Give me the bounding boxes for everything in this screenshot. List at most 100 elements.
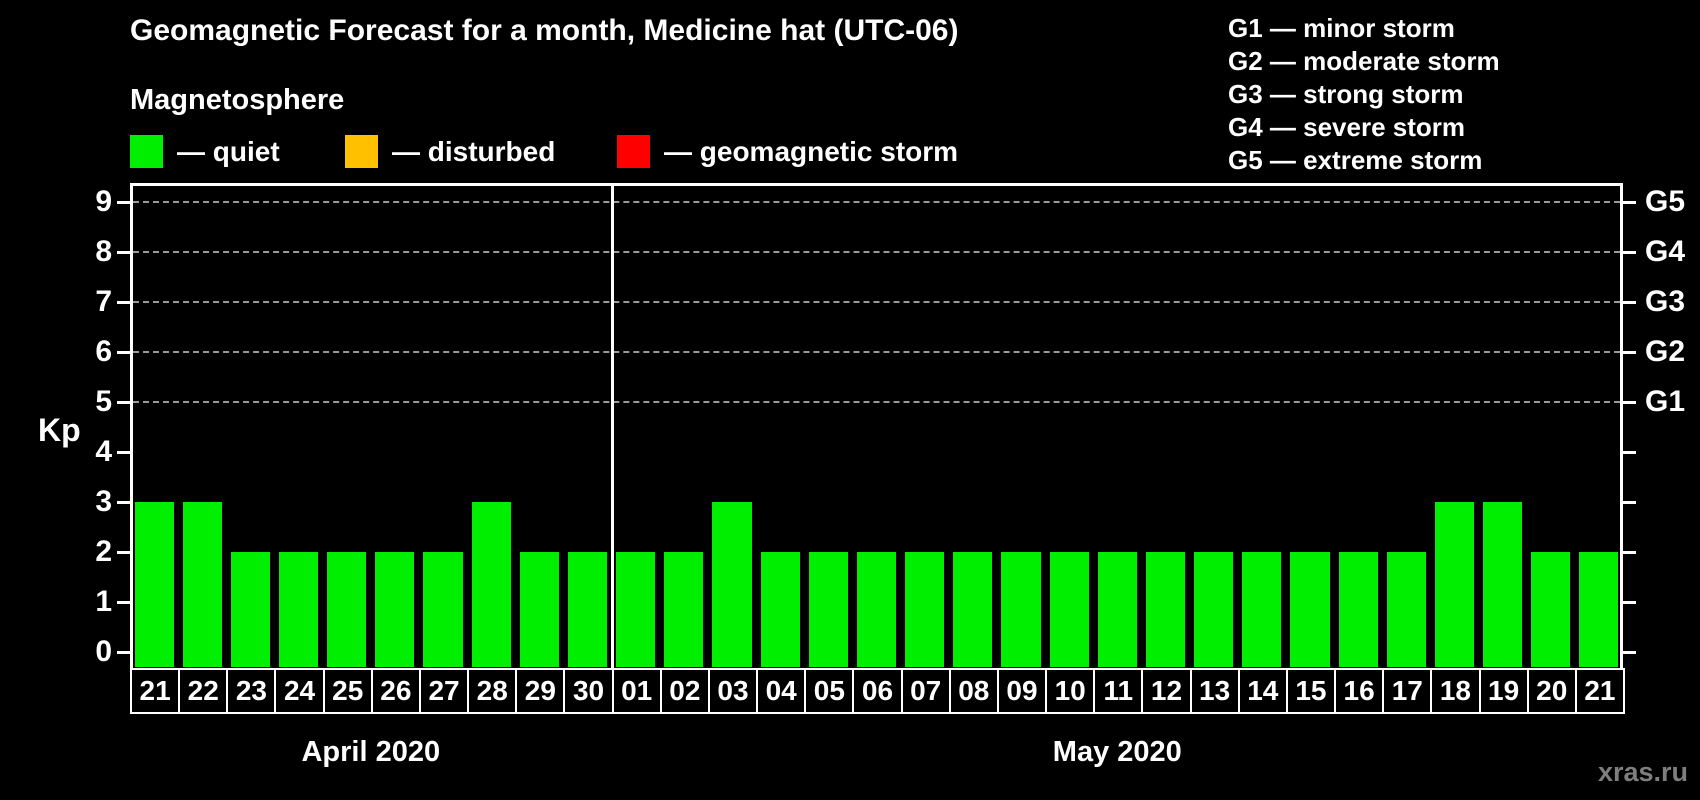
kp-bar [1483, 502, 1523, 667]
g-scale-legend-line: G5 — extreme storm [1228, 145, 1483, 175]
kp-bar [423, 552, 463, 667]
day-label-cell: 24 [274, 668, 323, 714]
y-tick-label: 4 [95, 435, 112, 468]
legend-label-disturbed: — disturbed [392, 136, 556, 167]
kp-bar [519, 552, 559, 667]
y-axis-tick [117, 350, 130, 354]
day-label-cell: 26 [370, 668, 419, 714]
y-tick-label: 1 [95, 585, 112, 618]
quiet-color-swatch [130, 135, 163, 168]
y-axis-tick [117, 600, 130, 604]
kp-bar [760, 552, 800, 667]
y-tick-label: 2 [95, 535, 112, 568]
g-tick-label: G5 [1645, 185, 1686, 218]
g-scale-legend-line: G1 — minor storm [1228, 13, 1455, 43]
y-axis-tick [117, 450, 130, 454]
day-label-cell: 22 [178, 668, 227, 714]
gridline [133, 201, 1620, 203]
plot-frame [130, 183, 1623, 668]
y-axis-tick [117, 400, 130, 404]
day-label-cell: 10 [1045, 668, 1094, 714]
day-label-cell: 21 [130, 668, 179, 714]
day-label-cell: 01 [611, 668, 660, 714]
right-axis-tick [1623, 500, 1636, 504]
right-axis-tick [1623, 200, 1636, 204]
kp-bar [1194, 552, 1234, 667]
kp-bar [616, 552, 656, 667]
g-tick-label: G2 [1645, 335, 1686, 368]
kp-bar [567, 552, 608, 667]
kp-bar [1097, 552, 1137, 667]
day-label-cell: 29 [515, 668, 564, 714]
y-axis-tick [117, 650, 130, 654]
month-separator-line [610, 183, 614, 668]
y-tick-label: 8 [95, 235, 112, 268]
day-label-cell: 25 [322, 668, 371, 714]
legend-item-disturbed: — disturbed [345, 135, 555, 168]
month-label: April 2020 [301, 736, 441, 768]
kp-bar [712, 502, 752, 667]
day-label-cell: 27 [418, 668, 468, 714]
kp-bar [1049, 552, 1089, 667]
gridline [133, 351, 1620, 353]
kp-bar [1242, 552, 1282, 667]
day-label-cell: 03 [707, 668, 757, 714]
y-axis-tick [117, 500, 130, 504]
kp-bar [375, 552, 415, 667]
y-axis-tick [117, 300, 130, 304]
day-label-cell: 23 [226, 668, 275, 714]
y-tick-label: 0 [95, 635, 112, 668]
day-label-cell: 17 [1382, 668, 1431, 714]
kp-bar [1531, 552, 1571, 667]
g-tick-label: G3 [1645, 285, 1686, 318]
kp-bar [471, 502, 511, 667]
kp-bar [664, 552, 704, 667]
g-scale-legend-line: G3 — strong storm [1228, 79, 1464, 109]
kp-bar [1579, 552, 1619, 667]
kp-bar [182, 502, 222, 667]
right-axis-tick [1623, 550, 1636, 554]
kp-bar [1386, 552, 1426, 667]
right-axis-tick [1623, 600, 1636, 604]
right-axis-tick [1623, 300, 1636, 304]
kp-bar [134, 502, 174, 667]
gridline [133, 251, 1620, 253]
day-label-cell: 16 [1334, 668, 1383, 714]
right-axis-tick [1623, 450, 1636, 454]
legend-label-quiet: — quiet [177, 136, 280, 167]
day-label-cell: 21 [1574, 668, 1625, 714]
kp-bar [1145, 552, 1186, 667]
day-label-cell: 19 [1478, 668, 1527, 714]
right-axis-tick [1623, 250, 1636, 254]
day-label-cell: 05 [804, 668, 853, 714]
disturbed-color-swatch [345, 135, 378, 168]
y-tick-label: 9 [95, 185, 112, 218]
kp-bar [856, 552, 897, 667]
g-scale-legend-line: G2 — moderate storm [1228, 46, 1500, 76]
magnetosphere-legend-heading: Magnetosphere [130, 84, 345, 116]
y-tick-label: 3 [95, 485, 112, 518]
day-label-cell: 08 [948, 668, 997, 714]
day-label-cell: 18 [1430, 668, 1479, 714]
month-label: May 2020 [1052, 736, 1182, 768]
y-tick-label: 7 [95, 285, 112, 318]
y-axis-tick [117, 200, 130, 204]
day-label-cell: 30 [563, 668, 612, 714]
g-tick-label: G1 [1645, 385, 1686, 418]
gridline [133, 401, 1620, 403]
day-label-cell: 28 [467, 668, 516, 714]
legend-item-quiet: — quiet [130, 135, 280, 168]
right-axis-tick [1623, 650, 1636, 654]
day-label-cell: 06 [852, 668, 901, 714]
kp-bar [1434, 502, 1474, 667]
kp-bar [808, 552, 848, 667]
g-tick-label: G4 [1645, 235, 1686, 268]
day-label-cell: 15 [1285, 668, 1335, 714]
day-label-cell: 12 [1141, 668, 1190, 714]
gridline [133, 301, 1620, 303]
day-label-cell: 14 [1237, 668, 1286, 714]
kp-bar [327, 552, 367, 667]
y-axis-tick [117, 250, 130, 254]
right-axis-tick [1623, 350, 1636, 354]
